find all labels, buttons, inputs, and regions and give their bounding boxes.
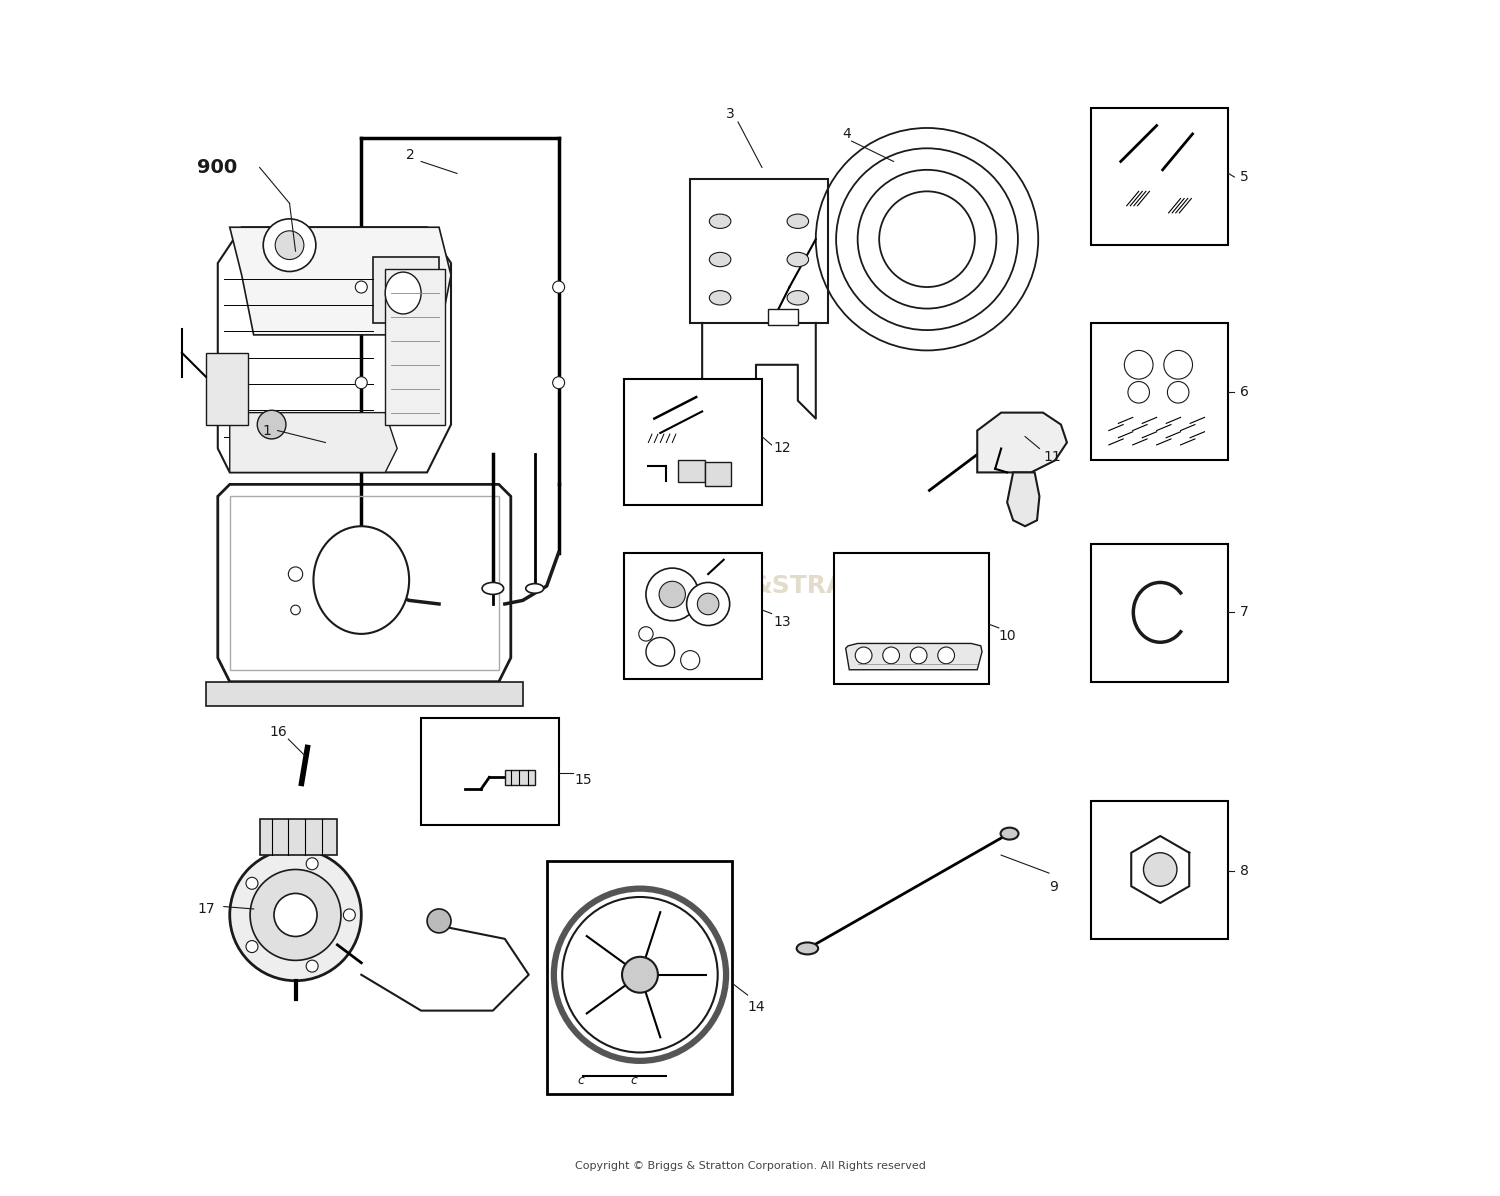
Text: 1: 1 — [262, 423, 272, 438]
Text: 2: 2 — [405, 148, 414, 163]
Ellipse shape — [710, 252, 730, 267]
Circle shape — [356, 281, 368, 293]
Bar — [386, 269, 446, 425]
Text: 4: 4 — [842, 127, 850, 141]
Bar — [1090, 544, 1228, 682]
Text: 900: 900 — [198, 158, 237, 177]
Circle shape — [910, 647, 927, 664]
Text: 6: 6 — [1240, 385, 1250, 399]
Circle shape — [1128, 382, 1149, 403]
Bar — [624, 379, 762, 505]
Circle shape — [246, 878, 258, 890]
Polygon shape — [1007, 472, 1040, 526]
Circle shape — [274, 893, 316, 936]
Ellipse shape — [482, 582, 504, 594]
Bar — [206, 353, 248, 425]
Circle shape — [251, 869, 340, 960]
Bar — [678, 460, 705, 482]
Text: 8: 8 — [1240, 864, 1250, 878]
Circle shape — [344, 909, 355, 921]
Bar — [1090, 801, 1228, 939]
Circle shape — [562, 897, 717, 1052]
Text: 9: 9 — [1048, 880, 1058, 895]
Bar — [422, 718, 558, 825]
Circle shape — [698, 593, 718, 615]
Text: c: c — [578, 1074, 585, 1087]
Text: 3: 3 — [726, 106, 735, 121]
Circle shape — [291, 605, 300, 615]
Ellipse shape — [710, 291, 730, 305]
Ellipse shape — [796, 942, 818, 954]
Text: 15: 15 — [574, 773, 592, 787]
Circle shape — [658, 581, 686, 608]
Text: 12: 12 — [774, 441, 792, 456]
Ellipse shape — [788, 214, 808, 228]
Circle shape — [938, 647, 954, 664]
Polygon shape — [206, 682, 524, 706]
Circle shape — [306, 858, 318, 869]
Ellipse shape — [1000, 828, 1018, 840]
Text: Copyright © Briggs & Stratton Corporation. All Rights reserved: Copyright © Briggs & Stratton Corporatio… — [574, 1161, 926, 1171]
Polygon shape — [217, 484, 512, 682]
Circle shape — [622, 957, 658, 993]
Circle shape — [246, 940, 258, 952]
Text: &STRATTON: &STRATTON — [750, 574, 920, 598]
Circle shape — [1143, 853, 1178, 886]
Polygon shape — [846, 643, 982, 670]
Circle shape — [288, 567, 303, 581]
Circle shape — [356, 377, 368, 389]
Circle shape — [681, 651, 700, 670]
Text: 10: 10 — [999, 629, 1017, 643]
Text: BRIGGS: BRIGGS — [644, 574, 750, 598]
Bar — [230, 496, 500, 670]
Ellipse shape — [788, 291, 808, 305]
Circle shape — [1125, 350, 1154, 379]
Circle shape — [552, 377, 564, 389]
Bar — [1090, 108, 1228, 245]
Circle shape — [855, 647, 871, 664]
Circle shape — [262, 219, 316, 271]
Circle shape — [646, 637, 675, 666]
Circle shape — [306, 960, 318, 972]
Bar — [705, 462, 730, 486]
Circle shape — [1167, 382, 1190, 403]
Ellipse shape — [788, 252, 808, 267]
Bar — [768, 309, 798, 325]
Text: 14: 14 — [747, 1000, 765, 1014]
Bar — [374, 257, 440, 323]
Text: 7: 7 — [1240, 605, 1250, 620]
Text: 17: 17 — [198, 902, 214, 916]
Ellipse shape — [710, 214, 730, 228]
Polygon shape — [230, 227, 452, 335]
Ellipse shape — [386, 273, 422, 315]
Circle shape — [884, 647, 900, 664]
Circle shape — [687, 582, 729, 626]
Bar — [506, 770, 534, 785]
Circle shape — [274, 231, 304, 260]
Circle shape — [427, 909, 451, 933]
Bar — [834, 553, 989, 684]
Ellipse shape — [314, 526, 410, 634]
Circle shape — [1164, 350, 1192, 379]
Bar — [690, 179, 828, 323]
Bar — [624, 553, 762, 679]
Text: 13: 13 — [774, 615, 792, 629]
Circle shape — [552, 281, 564, 293]
Circle shape — [646, 568, 699, 621]
Circle shape — [256, 410, 286, 439]
Bar — [1090, 323, 1228, 460]
Polygon shape — [230, 413, 398, 472]
Polygon shape — [217, 227, 452, 472]
Text: 16: 16 — [268, 725, 286, 739]
Text: 11: 11 — [1042, 450, 1060, 464]
Text: 5: 5 — [1240, 170, 1250, 184]
Text: c: c — [630, 1074, 638, 1087]
Ellipse shape — [525, 584, 543, 593]
Bar — [546, 861, 732, 1094]
Polygon shape — [976, 413, 1066, 472]
Circle shape — [639, 627, 652, 641]
Bar — [260, 819, 338, 855]
Circle shape — [230, 849, 362, 981]
